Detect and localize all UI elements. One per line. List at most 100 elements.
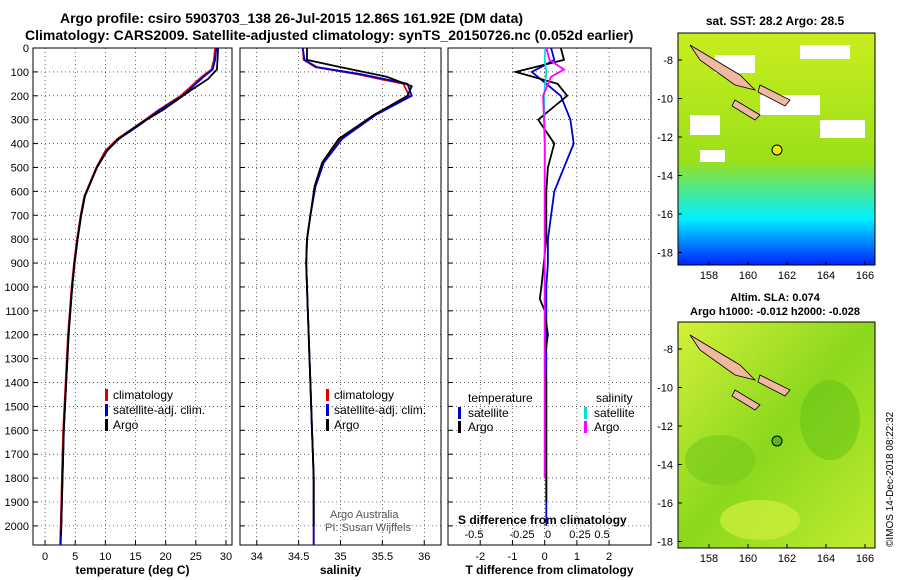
y-tick-label: 1900 bbox=[5, 497, 29, 509]
legend-swatch bbox=[584, 421, 587, 433]
y-tick-label: 900 bbox=[11, 258, 29, 270]
legend-swatch bbox=[326, 389, 329, 401]
map-y-tick-label: -18 bbox=[657, 537, 673, 549]
map-x-tick-label: 160 bbox=[739, 553, 757, 565]
legend-label: climatology bbox=[334, 388, 394, 402]
map-y-tick-label: -14 bbox=[657, 460, 673, 472]
legend-swatch bbox=[584, 407, 587, 419]
y-tick-label: 1600 bbox=[5, 425, 29, 437]
y-tick-label: 400 bbox=[11, 139, 29, 151]
x-tick-label: 0 bbox=[542, 551, 548, 563]
y-tick-label: 300 bbox=[11, 115, 29, 127]
series-line-1 bbox=[512, 47, 569, 502]
map-x-tick-label: 160 bbox=[739, 270, 757, 282]
map-x-tick-label: 164 bbox=[817, 553, 835, 565]
map-y-tick-label: -8 bbox=[663, 344, 673, 356]
map-y-tick-label: -10 bbox=[657, 94, 673, 106]
y-tick-label: 1800 bbox=[5, 473, 29, 485]
sla-map-title-2: Argo h1000: -0.012 h2000: -0.028 bbox=[690, 306, 860, 318]
legend-label: Argo bbox=[594, 420, 620, 434]
x-axis-label: salinity bbox=[320, 563, 362, 577]
sst-map-title: sat. SST: 28.2 Argo: 28.5 bbox=[706, 14, 845, 28]
legend-label: satellite bbox=[594, 406, 635, 420]
x-tick-label: 1 bbox=[574, 551, 580, 563]
argo-location-marker bbox=[771, 144, 783, 156]
legend-label: satellite-adj. clim. bbox=[113, 403, 205, 417]
y-tick-label: 1100 bbox=[5, 306, 29, 318]
x-tick-label: 36 bbox=[418, 551, 430, 563]
map-x-tick-label: 166 bbox=[856, 270, 874, 282]
map-x-tick-label: 162 bbox=[778, 553, 796, 565]
argo-location-marker-2 bbox=[771, 435, 783, 447]
panel-frame bbox=[447, 47, 652, 546]
y-tick-label: 0 bbox=[23, 43, 29, 55]
y-tick-label: 1400 bbox=[5, 378, 29, 390]
map-y-tick-label: -12 bbox=[657, 421, 673, 433]
y-tick-label: 2000 bbox=[5, 521, 29, 533]
y-tick-label: 700 bbox=[11, 210, 29, 222]
map-x-tick-label: 164 bbox=[817, 270, 835, 282]
legend-swatch bbox=[458, 421, 461, 433]
x-tick-label: 30 bbox=[220, 551, 232, 563]
legend-swatch bbox=[105, 404, 108, 416]
sla-map-title-1: Altim. SLA: 0.074 bbox=[730, 292, 821, 304]
y-tick-label: 1300 bbox=[5, 354, 29, 366]
legend-label: satellite-adj. clim. bbox=[334, 403, 426, 417]
y-tick-label: 100 bbox=[11, 67, 29, 79]
footnote-line-1: Argo Australia bbox=[330, 509, 399, 521]
legend-swatch bbox=[105, 389, 108, 401]
y-tick-label: 1700 bbox=[5, 449, 29, 461]
x-tick-label: 2 bbox=[606, 551, 612, 563]
x-axis-label: temperature (deg C) bbox=[75, 563, 189, 577]
series-line-3 bbox=[542, 47, 566, 479]
map-y-tick-label: -10 bbox=[657, 383, 673, 395]
legend-sal-title: salinity bbox=[596, 391, 633, 405]
map-x-tick-label: 166 bbox=[856, 553, 874, 565]
x-tick-label: 10 bbox=[99, 551, 111, 563]
y-tick-label: 1200 bbox=[5, 330, 29, 342]
map-x-tick-label: 158 bbox=[700, 270, 718, 282]
series-line-2 bbox=[60, 47, 219, 536]
series-line-2 bbox=[305, 48, 413, 526]
legend-swatch bbox=[326, 404, 329, 416]
y-tick-label: 200 bbox=[11, 91, 29, 103]
legend-swatch bbox=[458, 407, 461, 419]
sst-map: 158 160 162 164 166 -8 -10 -12 -14 -16 -18 bbox=[657, 32, 876, 282]
map-x-tick-label: 162 bbox=[778, 270, 796, 282]
x-tick-label: 5 bbox=[72, 551, 78, 563]
x-tick-label: 34.5 bbox=[288, 551, 309, 563]
top-tick-label: -0.25 bbox=[509, 529, 534, 541]
x-tick-label: -2 bbox=[475, 551, 485, 563]
title-line-2: Climatology: CARS2009. Satellite-adjuste… bbox=[25, 27, 634, 43]
legend-label: climatology bbox=[113, 388, 173, 402]
legend-label: Argo bbox=[334, 418, 360, 432]
top-tick-label: 0.5 bbox=[594, 529, 609, 541]
y-tick-label: 800 bbox=[11, 234, 29, 246]
x-tick-label: 25 bbox=[190, 551, 202, 563]
map-y-tick-label: -8 bbox=[663, 55, 673, 67]
title-line-1: Argo profile: csiro 5903703_138 26-Jul-2… bbox=[60, 10, 524, 26]
imos-credit: ©IMOS 14-Dec-2018 08:22:32 bbox=[885, 411, 896, 547]
map-y-tick-label: -16 bbox=[657, 209, 673, 221]
top-tick-label: 0 bbox=[545, 529, 551, 541]
x-axis-label: T difference from climatology bbox=[465, 563, 633, 577]
x-tick-label: 15 bbox=[129, 551, 141, 563]
x-tick-label: 35 bbox=[334, 551, 346, 563]
x-tick-label: -1 bbox=[508, 551, 518, 563]
legend-label: Argo bbox=[468, 420, 494, 434]
x-tick-label: 20 bbox=[160, 551, 172, 563]
y-tick-label: 500 bbox=[11, 162, 29, 174]
sla-map: 158 160 162 164 166 -8 -10 -12 -14 -16 -18 bbox=[657, 321, 876, 565]
map-y-tick-label: -16 bbox=[657, 498, 673, 510]
legend-swatch bbox=[326, 419, 329, 431]
legend-temp-title: temperature bbox=[468, 391, 533, 405]
legend-label: satellite bbox=[468, 406, 509, 420]
y-tick-label: 600 bbox=[11, 186, 29, 198]
x-tick-label: 35.5 bbox=[372, 551, 393, 563]
legend-swatch bbox=[105, 419, 108, 431]
x-tick-label: 34 bbox=[251, 551, 263, 563]
y-tick-label: 1000 bbox=[5, 282, 29, 294]
legend-label: Argo bbox=[113, 418, 139, 432]
map-y-tick-label: -12 bbox=[657, 132, 673, 144]
